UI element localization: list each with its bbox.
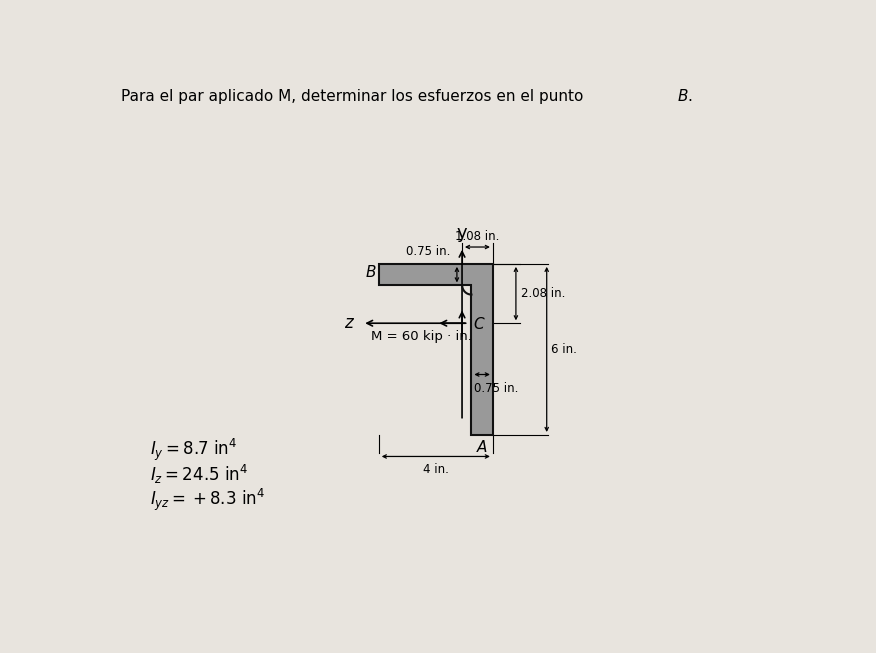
Text: Para el par aplicado M, determinar los esfuerzos en el punto: Para el par aplicado M, determinar los e… (121, 89, 588, 104)
Text: $I_{yz} = +8.3\ \mathrm{in}^4$: $I_{yz} = +8.3\ \mathrm{in}^4$ (150, 486, 265, 513)
Text: C: C (474, 317, 484, 332)
Text: z: z (344, 314, 353, 332)
Text: 1.08 in.: 1.08 in. (456, 230, 499, 243)
Text: B: B (365, 264, 376, 279)
Text: 4 in.: 4 in. (423, 464, 449, 477)
Polygon shape (378, 264, 493, 435)
Text: 2.08 in.: 2.08 in. (520, 287, 565, 300)
Text: .: . (688, 89, 692, 104)
Text: 0.75 in.: 0.75 in. (474, 382, 519, 395)
Text: B: B (677, 89, 688, 104)
Text: 0.75 in.: 0.75 in. (406, 245, 451, 258)
Text: $I_z = 24.5\ \mathrm{in}^4$: $I_z = 24.5\ \mathrm{in}^4$ (150, 464, 249, 486)
Text: 6 in.: 6 in. (551, 343, 577, 356)
Text: y: y (456, 224, 468, 242)
Text: A: A (477, 440, 487, 455)
Text: $I_y = 8.7\ \mathrm{in}^4$: $I_y = 8.7\ \mathrm{in}^4$ (150, 437, 237, 464)
Text: M = 60 kip · in.: M = 60 kip · in. (371, 330, 472, 343)
